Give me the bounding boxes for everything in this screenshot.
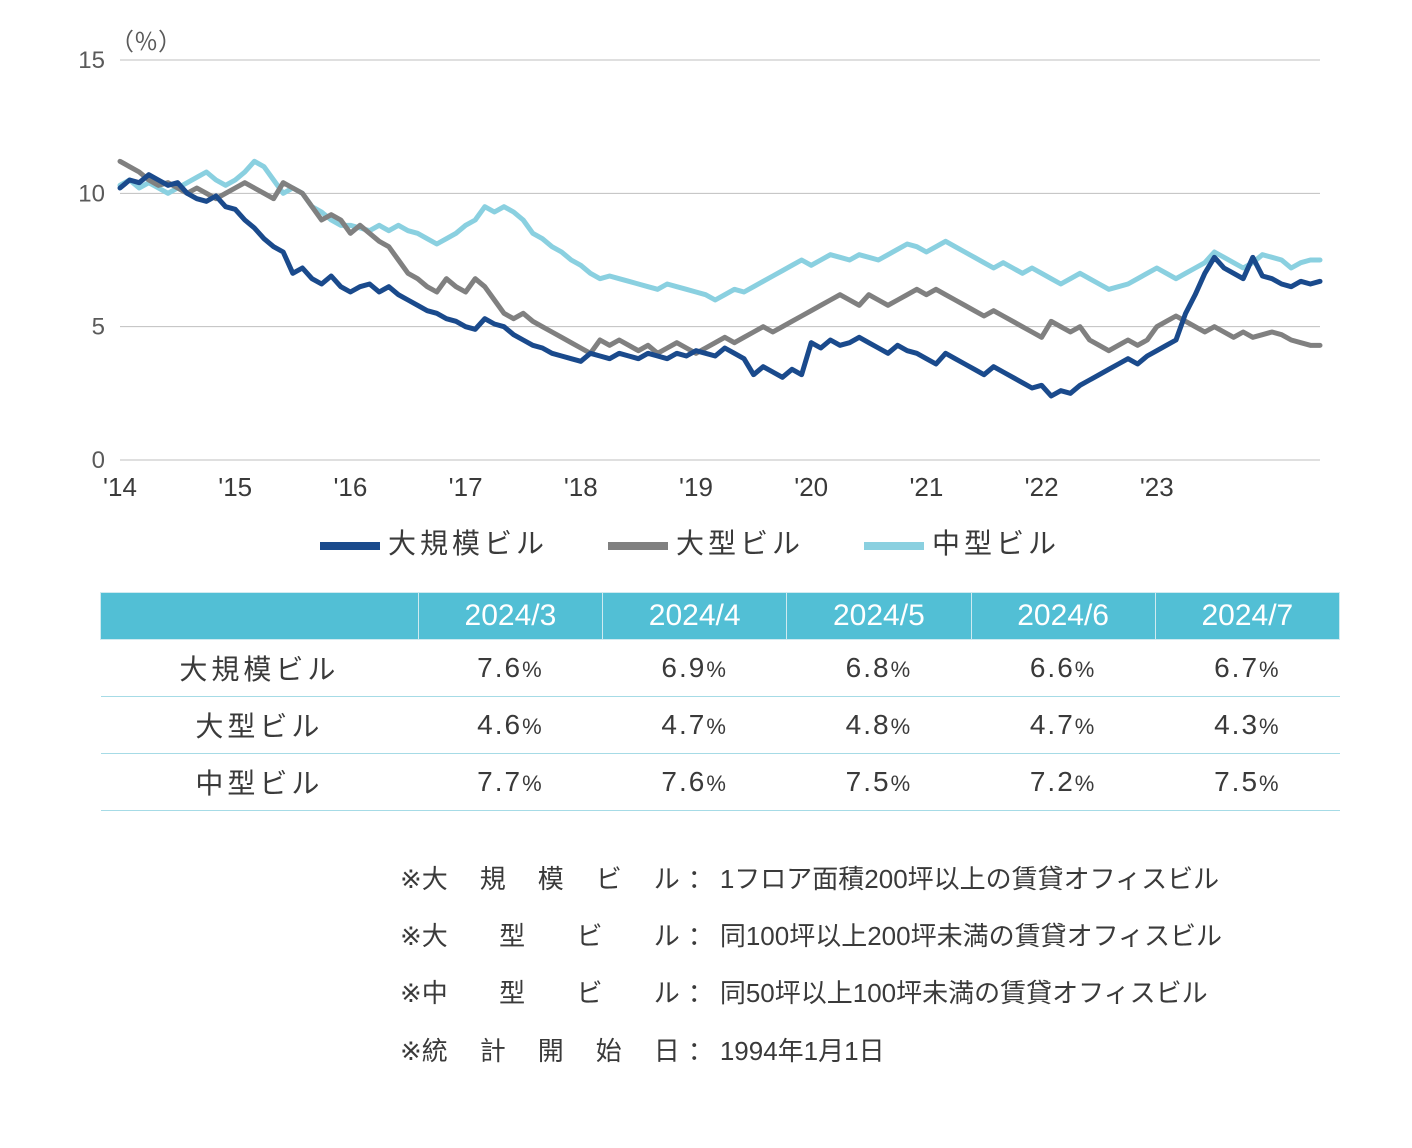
svg-text:10: 10: [78, 180, 105, 207]
table-cell: 6.7%: [1155, 640, 1339, 697]
footnote-line: ※大型ビル：同100坪以上200坪未満の賃貸オフィスビル: [400, 908, 1372, 965]
svg-text:'22: '22: [1025, 472, 1059, 502]
footnote-line: ※統計開始日：1994年1月1日: [400, 1023, 1372, 1080]
legend-item: 大規模ビル: [320, 522, 548, 562]
svg-text:'15: '15: [218, 472, 252, 502]
table-col-header: 2024/5: [787, 593, 971, 640]
svg-text:'21: '21: [909, 472, 943, 502]
table-col-header: 2024/7: [1155, 593, 1339, 640]
table-row: 大型ビル4.6%4.7%4.8%4.7%4.3%: [101, 697, 1340, 754]
table-row: 大規模ビル7.6%6.9%6.8%6.6%6.7%: [101, 640, 1340, 697]
svg-text:0: 0: [92, 447, 105, 474]
footnotes: ※大規模ビル：1フロア面積200坪以上の賃貸オフィスビル※大型ビル：同100坪以…: [400, 851, 1372, 1080]
svg-text:'17: '17: [449, 472, 483, 502]
table-cell: 4.6%: [418, 697, 602, 754]
chart-container: （％） 051015'14'15'16'17'18'19'20'21'22'23…: [40, 30, 1340, 562]
svg-text:15: 15: [78, 47, 105, 74]
legend-item: 大型ビル: [608, 522, 804, 562]
svg-text:5: 5: [92, 314, 105, 341]
table-cell: 6.9%: [603, 640, 787, 697]
footnote-line: ※中型ビル：同50坪以上100坪未満の賃貸オフィスビル: [400, 965, 1372, 1022]
row-label: 大規模ビル: [101, 640, 419, 697]
table-cell: 4.3%: [1155, 697, 1339, 754]
legend-item: 中型ビル: [864, 522, 1060, 562]
footnote-line: ※大規模ビル：1フロア面積200坪以上の賃貸オフィスビル: [400, 851, 1372, 908]
table-cell: 7.6%: [418, 640, 602, 697]
table-cell: 4.7%: [603, 697, 787, 754]
table-corner: [101, 593, 419, 640]
table-cell: 4.8%: [787, 697, 971, 754]
y-axis-unit: （％）: [110, 22, 182, 57]
table-row: 中型ビル7.7%7.6%7.5%7.2%7.5%: [101, 754, 1340, 811]
row-label: 中型ビル: [101, 754, 419, 811]
table-cell: 7.5%: [1155, 754, 1339, 811]
table-cell: 7.5%: [787, 754, 971, 811]
table-cell: 4.7%: [971, 697, 1155, 754]
table-cell: 7.6%: [603, 754, 787, 811]
table-col-header: 2024/3: [418, 593, 602, 640]
table-cell: 6.6%: [971, 640, 1155, 697]
table-cell: 6.8%: [787, 640, 971, 697]
svg-text:'14: '14: [103, 472, 137, 502]
data-table: 2024/32024/42024/52024/62024/7 大規模ビル7.6%…: [100, 592, 1340, 811]
svg-text:'23: '23: [1140, 472, 1174, 502]
chart-legend: 大規模ビル 大型ビル 中型ビル: [40, 522, 1340, 562]
table-header-row: 2024/32024/42024/52024/62024/7: [101, 593, 1340, 640]
table-cell: 7.7%: [418, 754, 602, 811]
svg-text:'18: '18: [564, 472, 598, 502]
svg-text:'19: '19: [679, 472, 713, 502]
svg-text:'20: '20: [794, 472, 828, 502]
table-cell: 7.2%: [971, 754, 1155, 811]
svg-text:'16: '16: [333, 472, 367, 502]
table-col-header: 2024/4: [603, 593, 787, 640]
table-col-header: 2024/6: [971, 593, 1155, 640]
line-chart: 0 5 10 15 '14 '15 '16 '17 '18 '19 '20 '21 '22 '23: [40, 30, 1340, 520]
row-label: 大型ビル: [101, 697, 419, 754]
